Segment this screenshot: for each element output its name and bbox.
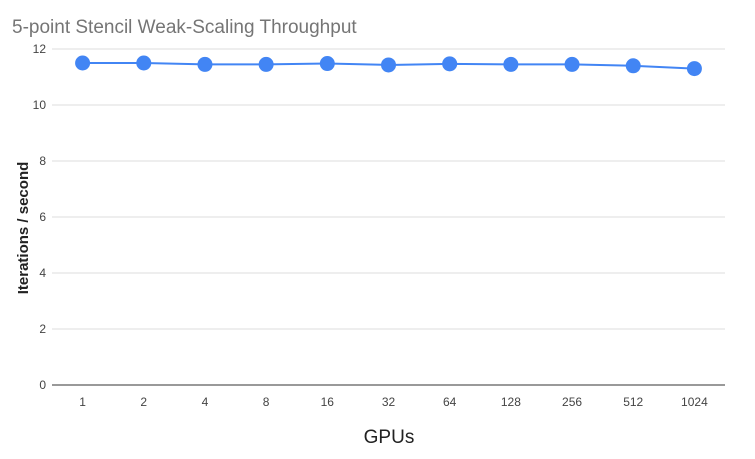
chart-title: 5-point Stencil Weak-Scaling Throughput <box>12 17 357 38</box>
data-point <box>442 56 458 72</box>
series-layer <box>75 55 702 77</box>
data-point <box>625 58 641 74</box>
x-tick-label: 512 <box>623 395 643 409</box>
x-tick-label: 4 <box>202 395 209 409</box>
x-tick-label: 8 <box>263 395 270 409</box>
y-tick-label: 0 <box>39 378 46 392</box>
x-tick-label: 256 <box>562 395 582 409</box>
data-point <box>258 56 274 72</box>
data-point <box>503 56 519 72</box>
x-tick-label: 64 <box>443 395 457 409</box>
x-tick-label: 1024 <box>681 395 708 409</box>
data-point <box>381 57 396 73</box>
gridlines <box>52 48 725 386</box>
data-point <box>75 55 91 71</box>
x-axis-ticks: 1 2 4 8 16 32 64 128 256 512 1024 <box>79 395 708 409</box>
y-tick-label: 2 <box>39 322 46 336</box>
x-tick-label: 32 <box>382 395 396 409</box>
data-point <box>686 61 702 77</box>
x-axis-label: GPUs <box>364 427 415 448</box>
x-tick-label: 1 <box>79 395 86 409</box>
data-point <box>136 55 152 71</box>
y-tick-label: 8 <box>39 154 46 168</box>
y-tick-label: 4 <box>39 266 46 280</box>
y-tick-label: 12 <box>33 42 47 56</box>
x-tick-label: 128 <box>501 395 521 409</box>
y-tick-label: 6 <box>39 210 46 224</box>
x-tick-label: 2 <box>140 395 147 409</box>
data-point <box>319 56 335 72</box>
data-point <box>564 56 580 72</box>
data-point <box>197 56 213 72</box>
y-tick-label: 10 <box>33 98 47 112</box>
x-tick-label: 16 <box>321 395 335 409</box>
y-axis-ticks: 0 2 4 6 8 10 12 <box>33 42 47 392</box>
y-axis-label: Iterations / second <box>15 162 32 295</box>
